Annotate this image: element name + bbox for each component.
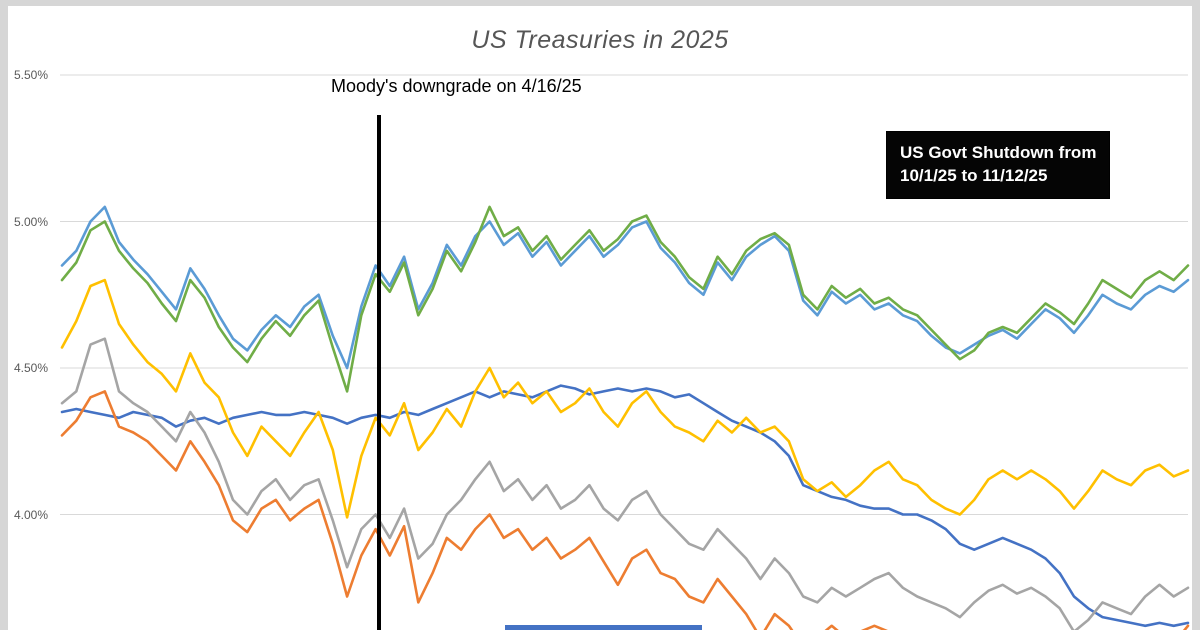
shutdown-callout-line1: US Govt Shutdown from [900, 143, 1097, 162]
y-axis-tick-label: 5.50% [14, 68, 49, 82]
series-line-orange [60, 390, 1190, 630]
chart-card [8, 6, 1192, 630]
series-line-gold [60, 278, 1190, 519]
shutdown-callout-line2: 10/1/25 to 11/12/25 [900, 165, 1048, 185]
moodys-downgrade-vertical-line [377, 115, 381, 630]
chart-title: US Treasuries in 2025 [471, 26, 729, 54]
y-axis-tick-label: 4.00% [14, 508, 49, 522]
y-axis-tick-label: 5.00% [14, 215, 49, 229]
y-axis-tick-label: 4.50% [14, 361, 49, 375]
bottom-blue-bar [505, 625, 702, 630]
series-line-dark-blue [60, 384, 1190, 628]
moodys-downgrade-annotation: Moody's downgrade on 4/16/25 [331, 76, 582, 96]
series-line-gray [60, 337, 1190, 630]
shutdown-callout-box: US Govt Shutdown from 10/1/25 to 11/12/2… [886, 131, 1111, 199]
series-line-green [60, 205, 1190, 393]
series-line-light-blue [60, 205, 1190, 370]
